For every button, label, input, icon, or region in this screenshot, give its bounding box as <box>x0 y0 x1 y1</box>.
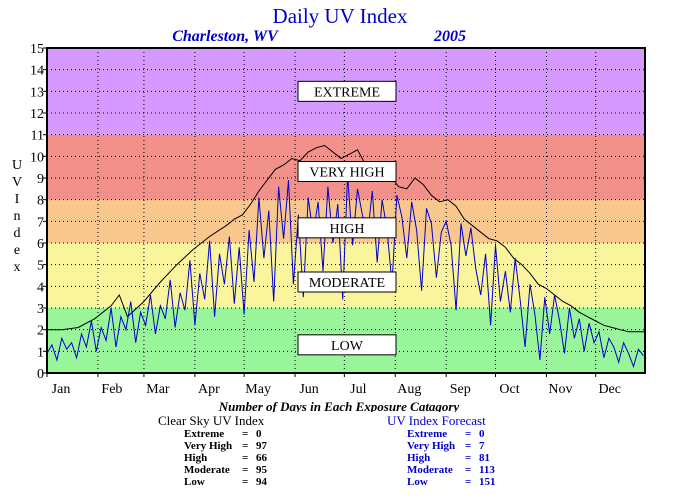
stat-value: 97 <box>256 440 267 452</box>
y-tick-label: 13 <box>30 85 44 100</box>
forecast-stat-row: Low = 151 <box>407 476 547 488</box>
plot-frame <box>46 47 646 374</box>
y-tick-label: 11 <box>31 129 44 144</box>
stat-equals: = <box>465 440 472 452</box>
clear-sky-stats: Clear Sky UV Index Extreme = 0 Very High = 97… <box>158 413 318 489</box>
forecast-stats: UV Index Forecast Extreme = 0 Very High = 7 Hi… <box>387 413 547 489</box>
stat-label: High <box>407 452 431 464</box>
y-tick-label: 5 <box>37 259 44 274</box>
x-tick-label: Jul <box>350 382 366 397</box>
x-tick-label: Nov <box>548 382 572 397</box>
stat-equals: = <box>242 440 249 452</box>
y-label-char: V <box>12 175 22 190</box>
y-tick-label: 0 <box>37 367 44 382</box>
y-label-char: n <box>14 209 21 224</box>
stat-label: Very High <box>407 440 456 452</box>
y-tick-label: 9 <box>37 172 44 187</box>
stat-label: Low <box>184 476 205 488</box>
stat-equals: = <box>465 476 472 488</box>
clear_sky-stat-row: Moderate = 95 <box>184 464 318 476</box>
stat-equals: = <box>242 428 249 440</box>
stat-equals: = <box>242 464 249 476</box>
stat-label: Very High <box>184 440 233 452</box>
stat-equals: = <box>242 452 249 464</box>
x-tick-label: Feb <box>101 382 122 397</box>
stat-value: 7 <box>479 440 485 452</box>
band-label-box <box>297 217 397 239</box>
y-tick-label: 14 <box>30 64 44 79</box>
forecast-stat-row: Very High = 7 <box>407 440 547 452</box>
stat-equals: = <box>465 452 472 464</box>
forecast-stat-row: High = 81 <box>407 452 547 464</box>
band-labels: EXTREME VERY HIGH HIGH MODERATE LOW <box>297 80 397 356</box>
y-label-char: e <box>14 243 20 258</box>
stat-label: High <box>184 452 208 464</box>
stat-label: Moderate <box>407 464 453 476</box>
stat-equals: = <box>242 476 249 488</box>
y-label-char: I <box>15 192 20 207</box>
y-label-char: U <box>12 158 22 173</box>
forecast-stats-title: UV Index Forecast <box>387 413 486 428</box>
x-caption: Number of Days in Each Exposure Catagory <box>218 399 460 412</box>
chart-title: Daily UV Index <box>273 4 408 28</box>
stat-value: 66 <box>256 452 267 464</box>
band-label-box <box>297 334 397 356</box>
forecast-stat-row: Extreme = 0 <box>407 428 547 440</box>
stat-value: 151 <box>479 476 496 488</box>
y-tick-label: 8 <box>37 194 44 209</box>
stat-equals: = <box>465 428 472 440</box>
x-tick-label: Aug <box>397 382 421 397</box>
clear_sky-stat-row: Very High = 97 <box>184 440 318 452</box>
x-tick-label: Mar <box>146 382 170 397</box>
band-label-box <box>297 271 397 293</box>
clear_sky-stat-row: Low = 94 <box>184 476 318 488</box>
clear_sky-stat-row: High = 66 <box>184 452 318 464</box>
stat-value: 0 <box>479 428 485 440</box>
y-tick-label: 10 <box>30 150 44 165</box>
stat-value: 113 <box>479 464 495 476</box>
x-tick-label: Apr <box>198 382 220 397</box>
chart-year: 2005 <box>433 28 466 45</box>
x-tick-label: Sep <box>450 382 471 397</box>
x-tick-label: Oct <box>499 382 519 397</box>
stat-value: 0 <box>256 428 262 440</box>
x-tick-label: Jun <box>299 382 318 397</box>
chart-location: Charleston, WV <box>172 28 279 45</box>
clear-sky-stats-title: Clear Sky UV Index <box>158 413 265 428</box>
stat-value: 94 <box>256 476 267 488</box>
y-label-char: x <box>14 260 21 275</box>
y-tick-label: 4 <box>37 280 44 295</box>
stat-value: 81 <box>479 452 490 464</box>
y-tick-label: 6 <box>37 237 44 252</box>
y-tick-label: 3 <box>37 302 44 317</box>
forecast-stat-row: Moderate = 113 <box>407 464 547 476</box>
stat-label: Low <box>407 476 428 488</box>
stat-label: Moderate <box>184 464 230 476</box>
y-tick-label: 1 <box>37 345 44 360</box>
y-tick-label: 12 <box>30 107 44 122</box>
band-label: MODERATE <box>309 276 385 291</box>
y-tick-label: 7 <box>37 215 44 230</box>
x-tick-label: May <box>245 382 271 397</box>
band-label: VERY HIGH <box>309 166 384 181</box>
stat-label: Extreme <box>184 428 225 440</box>
x-tick-label: Dec <box>598 382 621 397</box>
stat-value: 95 <box>256 464 267 476</box>
x-tick-label: Jan <box>52 382 71 397</box>
band-label: LOW <box>331 339 364 354</box>
band-label: HIGH <box>330 222 365 237</box>
y-tick-label: 2 <box>37 324 44 339</box>
clear_sky-stat-row: Extreme = 0 <box>184 428 318 440</box>
y-label-char: d <box>14 226 21 241</box>
band-label-box <box>297 161 397 182</box>
stat-equals: = <box>465 464 472 476</box>
band-label-box <box>297 80 397 102</box>
band-label: EXTREME <box>314 85 380 100</box>
stat-label: Extreme <box>407 428 448 440</box>
uv-chart: Daily UV Index Charleston, WV 2005 EXTRE… <box>12 4 646 412</box>
y-tick-label: 15 <box>30 42 44 57</box>
